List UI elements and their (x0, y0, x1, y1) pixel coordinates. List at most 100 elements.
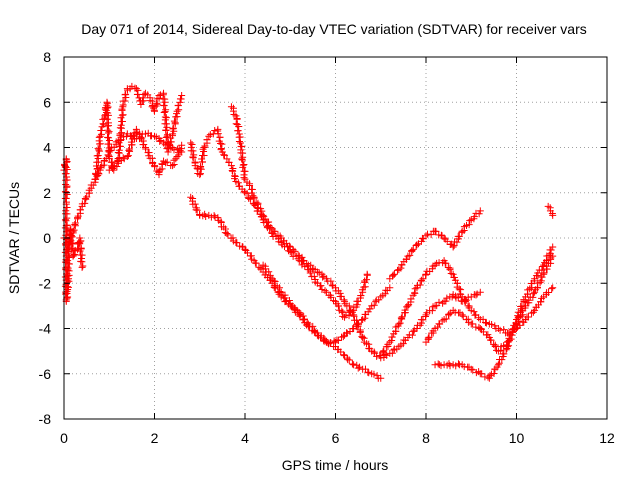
data-point (465, 221, 473, 229)
data-point (124, 152, 132, 160)
x-tick-label: 10 (509, 430, 525, 446)
data-point (192, 206, 200, 214)
data-point (442, 315, 450, 323)
data-point (440, 234, 448, 242)
data-point (408, 247, 416, 255)
data-point (162, 126, 170, 134)
data-point (538, 273, 546, 281)
data-point (234, 179, 242, 187)
data-point (476, 288, 484, 296)
data-point (74, 214, 82, 222)
data-point (321, 287, 329, 295)
data-point (223, 229, 231, 237)
data-point (518, 302, 526, 310)
data-point (461, 298, 469, 306)
data-point (160, 109, 168, 117)
data-point (478, 370, 486, 378)
data-point (404, 252, 412, 260)
data-point (488, 321, 496, 329)
data-point (218, 140, 226, 148)
data-point (78, 251, 86, 259)
data-point (482, 319, 490, 327)
data-point (396, 319, 404, 327)
data-point (125, 146, 133, 154)
data-point (65, 253, 73, 261)
data-point (339, 312, 347, 320)
data-point (206, 131, 214, 139)
data-point (404, 302, 412, 310)
data-point (413, 325, 421, 332)
data-point (403, 255, 411, 263)
data-point (140, 140, 148, 148)
data-point (216, 133, 224, 141)
data-point (69, 252, 77, 260)
data-point (200, 144, 208, 151)
data-point (170, 156, 178, 164)
data-point (250, 194, 258, 202)
data-point (305, 323, 313, 331)
data-point (498, 356, 506, 364)
data-point (68, 233, 76, 241)
data-point (189, 153, 197, 161)
x-tick-label: 2 (151, 430, 159, 446)
data-point (494, 361, 502, 369)
data-point (390, 346, 398, 354)
y-tick-label: 2 (43, 185, 51, 201)
data-point (285, 242, 293, 250)
data-point (475, 210, 483, 218)
data-point (83, 193, 91, 201)
data-point (171, 119, 179, 127)
data-point (294, 251, 302, 259)
data-point (295, 311, 303, 319)
x-tick-label: 0 (60, 430, 68, 446)
data-point (451, 292, 459, 300)
data-point (173, 153, 181, 161)
data-point (361, 283, 369, 291)
data-point (389, 271, 397, 279)
data-point (479, 328, 487, 336)
data-point (64, 272, 72, 280)
data-point (63, 191, 71, 199)
data-point (490, 370, 498, 378)
data-point (160, 102, 168, 110)
y-tick-label: -6 (39, 366, 52, 382)
data-point (334, 337, 342, 345)
data-point (340, 351, 348, 359)
data-point (476, 325, 484, 332)
data-point (214, 130, 222, 138)
data-point (151, 163, 159, 171)
data-point (424, 334, 432, 342)
data-point (549, 211, 557, 219)
data-point (169, 162, 177, 170)
data-point (170, 117, 178, 125)
data-point (342, 311, 350, 319)
data-point (239, 163, 247, 171)
data-point (197, 162, 205, 170)
data-point (248, 185, 256, 193)
data-point (449, 243, 457, 251)
data-point (234, 127, 242, 135)
data-point (133, 90, 141, 98)
data-point (216, 139, 224, 147)
data-point (93, 165, 101, 173)
data-point (363, 270, 371, 278)
data-point (370, 301, 378, 309)
y-tick-label: -4 (39, 321, 52, 337)
data-point (409, 245, 417, 253)
data-point (530, 290, 538, 298)
data-point (61, 224, 69, 232)
data-point (388, 333, 396, 341)
data-point (473, 290, 481, 298)
data-point (81, 195, 89, 203)
data-point (525, 296, 533, 304)
data-point (96, 132, 104, 140)
data-point (119, 154, 127, 162)
data-point (150, 106, 158, 114)
data-point (189, 154, 197, 162)
data-point (109, 162, 117, 170)
data-point (210, 212, 218, 220)
data-point (475, 314, 483, 322)
data-point (472, 291, 480, 299)
data-point (229, 107, 237, 115)
data-point (117, 121, 125, 129)
